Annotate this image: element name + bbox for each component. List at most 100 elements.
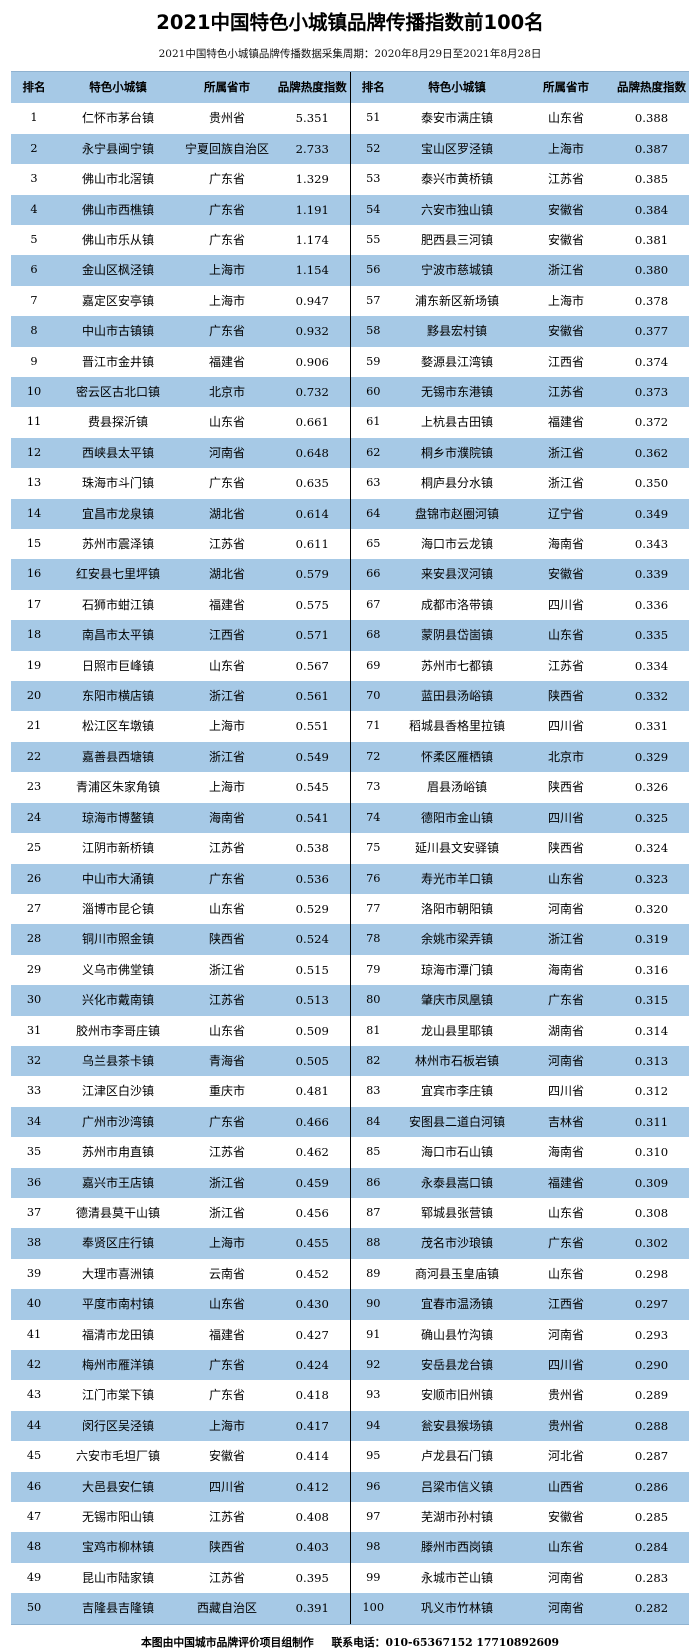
cell-score-right: 0.290 <box>614 1350 689 1381</box>
table-row: 22 嘉善县西塘镇 浙江省 0.549 72 怀柔区雁栖镇 北京市 0.329 <box>11 741 689 773</box>
cell-province-right: 陕西省 <box>518 833 614 864</box>
table-row: 45 六安市毛坦厂镇 安徽省 0.414 95 卢龙县石门镇 河北省 0.287 <box>11 1441 689 1472</box>
table-row: 17 石狮市蚶江镇 福建省 0.575 67 成都市洛带镇 四川省 0.336 <box>11 589 689 621</box>
table-row: 30 兴化市戴南镇 江苏省 0.513 80 肇庆市凤凰镇 广东省 0.315 <box>11 985 689 1016</box>
cell-town-left: 青浦区朱家角镇 <box>57 772 179 803</box>
table-row: 49 昆山市陆家镇 江苏省 0.395 99 永城市芒山镇 河南省 0.283 <box>11 1562 689 1594</box>
cell-town-right: 海口市云龙镇 <box>396 529 518 560</box>
cell-province-right: 河南省 <box>518 1593 614 1624</box>
cell-score-left: 0.906 <box>275 346 350 377</box>
cell-rank-left: 28 <box>11 924 57 955</box>
cell-town-right: 洛阳市朝阳镇 <box>396 893 518 925</box>
cell-town-left: 昆山市陆家镇 <box>57 1562 179 1594</box>
cell-town-left: 平度市南村镇 <box>57 1289 179 1320</box>
cell-province-left: 江苏省 <box>179 1137 275 1168</box>
cell-score-right: 0.326 <box>614 772 689 803</box>
cell-rank-left: 41 <box>11 1319 57 1350</box>
cell-score-right: 0.334 <box>614 650 689 682</box>
cell-town-right: 苏州市七都镇 <box>396 650 518 682</box>
cell-rank-right: 56 <box>349 255 396 286</box>
cell-town-right: 巩义市竹林镇 <box>396 1593 518 1624</box>
cell-score-right: 0.320 <box>614 893 689 925</box>
cell-score-left: 0.412 <box>275 1471 350 1503</box>
cell-province-left: 江苏省 <box>179 833 275 864</box>
cell-score-right: 0.312 <box>614 1076 689 1107</box>
cell-province-right: 安徽省 <box>518 559 614 590</box>
cell-rank-right: 63 <box>349 468 396 499</box>
cell-province-right: 浙江省 <box>518 255 614 286</box>
cell-province-left: 浙江省 <box>179 1197 275 1229</box>
cell-rank-right: 55 <box>349 224 396 256</box>
cell-province-right: 山西省 <box>518 1471 614 1503</box>
cell-score-right: 0.380 <box>614 255 689 286</box>
cell-province-right: 江苏省 <box>518 377 614 408</box>
cell-province-right: 海南省 <box>518 529 614 560</box>
cell-rank-right: 75 <box>349 833 396 864</box>
table-row: 46 大邑县安仁镇 四川省 0.412 96 吕梁市信义镇 山西省 0.286 <box>11 1471 689 1503</box>
cell-score-left: 0.536 <box>275 863 350 894</box>
cell-score-left: 5.351 <box>275 103 350 134</box>
cell-rank-left: 30 <box>11 985 57 1016</box>
cell-town-right: 寿光市羊口镇 <box>396 863 518 894</box>
cell-rank-right: 80 <box>349 985 396 1016</box>
cell-score-left: 0.466 <box>275 1106 350 1138</box>
cell-town-left: 宝鸡市柳林镇 <box>57 1532 179 1563</box>
cell-province-right: 安徽省 <box>518 194 614 225</box>
table-row: 14 宜昌市龙泉镇 湖北省 0.614 64 盘锦市赵圈河镇 辽宁省 0.349 <box>11 498 689 530</box>
table-row: 48 宝鸡市柳林镇 陕西省 0.403 98 滕州市西岗镇 山东省 0.284 <box>11 1532 689 1563</box>
cell-score-left: 0.541 <box>275 802 350 834</box>
cell-rank-left: 29 <box>11 954 57 986</box>
cell-score-left: 0.391 <box>275 1593 350 1624</box>
cell-province-left: 山东省 <box>179 1015 275 1046</box>
table-row: 12 西峡县太平镇 河南省 0.648 62 桐乡市濮院镇 浙江省 0.362 <box>11 437 689 469</box>
cell-rank-right: 60 <box>349 377 396 408</box>
cell-rank-left: 38 <box>11 1228 57 1259</box>
cell-score-right: 0.378 <box>614 285 689 317</box>
cell-town-left: 红安县七里坪镇 <box>57 559 179 590</box>
cell-town-left: 日照市巨峰镇 <box>57 650 179 682</box>
cell-province-right: 四川省 <box>518 711 614 742</box>
table-top-rule <box>11 71 689 73</box>
cell-rank-left: 26 <box>11 863 57 894</box>
cell-province-left: 西藏自治区 <box>179 1593 275 1624</box>
cell-town-left: 仁怀市茅台镇 <box>57 103 179 134</box>
cell-score-right: 0.329 <box>614 741 689 773</box>
cell-rank-left: 35 <box>11 1137 57 1168</box>
cell-town-left: 梅州市雁洋镇 <box>57 1350 179 1381</box>
cell-score-right: 0.331 <box>614 711 689 742</box>
cell-rank-left: 49 <box>11 1562 57 1594</box>
cell-province-right: 福建省 <box>518 1167 614 1198</box>
cell-province-right: 福建省 <box>518 407 614 438</box>
cell-town-right: 芜湖市孙村镇 <box>396 1502 518 1533</box>
cell-score-right: 0.325 <box>614 802 689 834</box>
cell-town-left: 淄博市昆仑镇 <box>57 893 179 925</box>
cell-score-right: 0.284 <box>614 1532 689 1563</box>
cell-score-right: 0.283 <box>614 1562 689 1594</box>
cell-town-left: 西峡县太平镇 <box>57 437 179 469</box>
cell-score-right: 0.343 <box>614 529 689 560</box>
col-header-rank-right: 排名 <box>349 72 396 104</box>
cell-rank-right: 94 <box>349 1410 396 1442</box>
ranking-table-wrapper: 排名 特色小城镇 所属省市 品牌热度指数 排名 特色小城镇 所属省市 品牌热度指… <box>0 71 700 1625</box>
cell-province-right: 浙江省 <box>518 468 614 499</box>
table-row: 28 铜川市照金镇 陕西省 0.524 78 余姚市梁弄镇 浙江省 0.319 <box>11 924 689 955</box>
cell-score-right: 0.381 <box>614 224 689 256</box>
cell-rank-right: 88 <box>349 1228 396 1259</box>
cell-province-right: 海南省 <box>518 954 614 986</box>
cell-province-left: 广东省 <box>179 164 275 195</box>
cell-score-right: 0.298 <box>614 1258 689 1290</box>
cell-rank-right: 59 <box>349 346 396 377</box>
cell-score-right: 0.339 <box>614 559 689 590</box>
cell-province-left: 福建省 <box>179 346 275 377</box>
cell-town-left: 广州市沙湾镇 <box>57 1106 179 1138</box>
cell-province-right: 贵州省 <box>518 1410 614 1442</box>
table-row: 3 佛山市北滘镇 广东省 1.329 53 泰兴市黄桥镇 江苏省 0.385 <box>11 164 689 195</box>
cell-town-right: 龙山县里耶镇 <box>396 1015 518 1046</box>
cell-rank-right: 95 <box>349 1441 396 1472</box>
table-body: 1 仁怀市茅台镇 贵州省 5.351 51 泰安市满庄镇 山东省 0.388 2 永宁县闽宁镇 宁夏… <box>11 103 689 1624</box>
cell-town-right: 宝山区罗泾镇 <box>396 133 518 165</box>
cell-score-right: 0.314 <box>614 1015 689 1046</box>
cell-province-right: 安徽省 <box>518 224 614 256</box>
cell-score-right: 0.374 <box>614 346 689 377</box>
cell-town-left: 佛山市西樵镇 <box>57 194 179 225</box>
